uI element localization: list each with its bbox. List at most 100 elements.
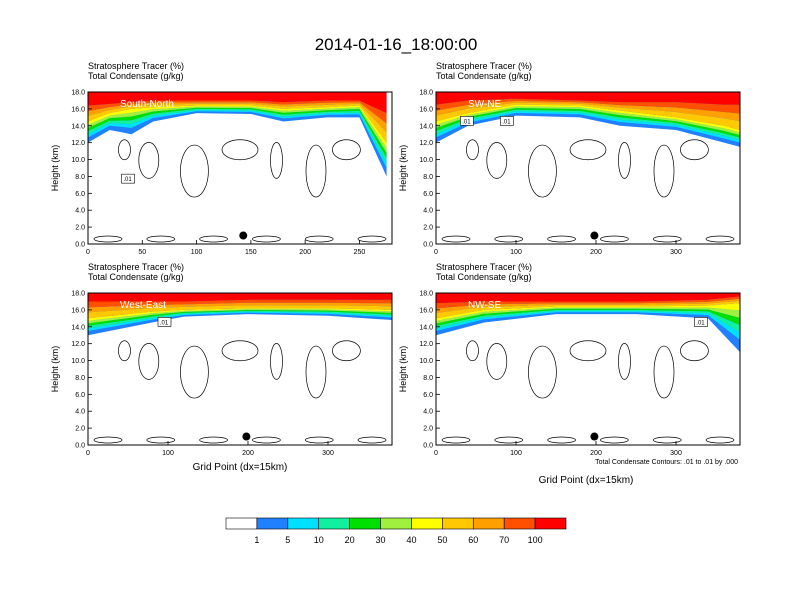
panel-nw-se: .01 NW-SE Stratosphere Tracer (%)Total Con… [398, 262, 741, 457]
panel-field-title: Stratosphere Tracer (%) [436, 61, 532, 71]
y-tick-label: 14.0 [419, 324, 433, 331]
colorbar-label: 10 [314, 535, 324, 545]
y-tick-label: 6.0 [423, 392, 433, 399]
colorbar-label: 100 [528, 535, 543, 545]
plot-area: .01 .01 [436, 92, 740, 243]
tracer-band-40-50 [88, 308, 392, 321]
condensate-contour [138, 142, 160, 179]
condensate-contours [93, 340, 387, 444]
colorbar-swatch [380, 517, 412, 530]
location-marker [242, 432, 251, 441]
tracer-band-10-20 [436, 109, 740, 141]
condensate-contour [618, 343, 631, 380]
colorbar-label: 60 [468, 535, 478, 545]
x-tick-label: 200 [299, 249, 311, 256]
tracer-band-30-40 [436, 307, 740, 324]
panel-tag: West-East [120, 300, 166, 311]
y-tick-label: 10.0 [419, 157, 433, 164]
condensate-contour [618, 142, 631, 179]
x-tick-label: 100 [191, 249, 203, 256]
panel-sw-ne: .01 .01 SW-NE Stratosphere Tracer (%)Total … [398, 61, 741, 256]
location-marker [590, 231, 599, 240]
condensate-contour-low [441, 235, 471, 243]
condensate-contour [332, 340, 361, 362]
condensate-contour-low [199, 235, 228, 243]
location-marker [590, 432, 599, 441]
condensate-contour [305, 345, 327, 399]
condensate-contour [138, 343, 160, 380]
panel-south-north: .01 South-North Stratosphere Tracer (%)Tot… [50, 61, 393, 256]
y-tick-label: 2.0 [423, 225, 433, 232]
x-tick-label: 0 [86, 450, 90, 457]
colorbar-label: 20 [345, 535, 355, 545]
condensate-contour [118, 340, 131, 362]
condensate-contour [680, 340, 709, 362]
condensate-contour-low [146, 436, 176, 444]
y-tick-label: 8.0 [423, 174, 433, 181]
tracer-band-100 [88, 293, 392, 302]
y-tick-label: 6.0 [423, 191, 433, 198]
condensate-contour [569, 340, 607, 362]
panel-contour-title: Total Condensate (g/kg) [436, 71, 532, 81]
colorbar-label: 5 [285, 535, 290, 545]
condensate-contour-low [494, 436, 524, 444]
tracer-band-70-100 [436, 98, 740, 114]
contour-label: .01 [121, 173, 135, 184]
colorbar-swatch [472, 517, 505, 530]
y-tick-label: 16.0 [419, 307, 433, 314]
colorbar-swatch [256, 517, 289, 530]
tracer-band-30-40 [88, 309, 392, 324]
contour-note: Total Condensate Contours: .01 to .01 by… [595, 459, 738, 466]
contour-label: .01 [500, 116, 514, 126]
location-marker [239, 231, 248, 240]
tracer-band-30-40 [436, 106, 740, 136]
condensate-contour-low [357, 436, 387, 444]
condensate-contour [466, 139, 479, 161]
tracer-band-100 [436, 293, 740, 304]
contour-label: .01 [694, 317, 708, 327]
x-axis-label-right: Grid Point (dx=15km) [539, 475, 634, 486]
condensate-contour [221, 139, 259, 161]
y-axis-label: Height (km) [50, 145, 60, 192]
tracer-band-20-30 [436, 308, 740, 326]
y-tick-label: 18.0 [419, 90, 433, 97]
y-tick-label: 0.0 [75, 242, 85, 249]
plot-frame [435, 292, 741, 446]
contour-label: .01 [460, 116, 474, 126]
x-axis-label-left: Grid Point (dx=15km) [193, 462, 288, 473]
tracer-band-5-10 [436, 111, 740, 143]
plot-area: .01 [88, 293, 392, 444]
condensate-contour-low [93, 436, 123, 444]
panel-contour-title: Total Condensate (g/kg) [88, 272, 184, 282]
condensate-contours [441, 139, 735, 243]
y-tick-label: 14.0 [71, 123, 85, 130]
x-tick-label: 150 [245, 249, 257, 256]
condensate-contour-low [494, 235, 524, 243]
plot-frame [87, 292, 393, 446]
plot-area: .01 [88, 92, 387, 243]
plot-frame [435, 91, 741, 245]
tracer-band-100 [88, 92, 387, 114]
y-tick-label: 14.0 [419, 123, 433, 130]
y-tick-label: 4.0 [423, 208, 433, 215]
y-tick-label: 6.0 [75, 191, 85, 198]
contour-label-text: .01 [502, 119, 511, 125]
colorbar-swatch [349, 517, 381, 530]
panel-field-title: Stratosphere Tracer (%) [88, 61, 184, 71]
x-tick-label: 300 [670, 249, 682, 256]
y-tick-label: 16.0 [419, 106, 433, 113]
panel-west-east: .01 West-East Stratosphere Tracer (%)Total… [50, 262, 393, 457]
y-axis-label: Height (km) [398, 145, 408, 192]
colorbar: 1 5 10 20 30 40 50 60 70 100 [225, 517, 567, 545]
condensate-contour-low [600, 235, 629, 243]
y-tick-label: 8.0 [423, 375, 433, 382]
y-tick-label: 18.0 [71, 291, 85, 298]
condensate-contour [486, 142, 508, 179]
condensate-contour [680, 139, 709, 161]
x-tick-label: 300 [322, 450, 334, 457]
condensate-contours [93, 139, 387, 243]
contour-label-text: .01 [160, 320, 169, 326]
contour-label-text: .01 [123, 177, 132, 183]
y-tick-label: 4.0 [75, 208, 85, 215]
